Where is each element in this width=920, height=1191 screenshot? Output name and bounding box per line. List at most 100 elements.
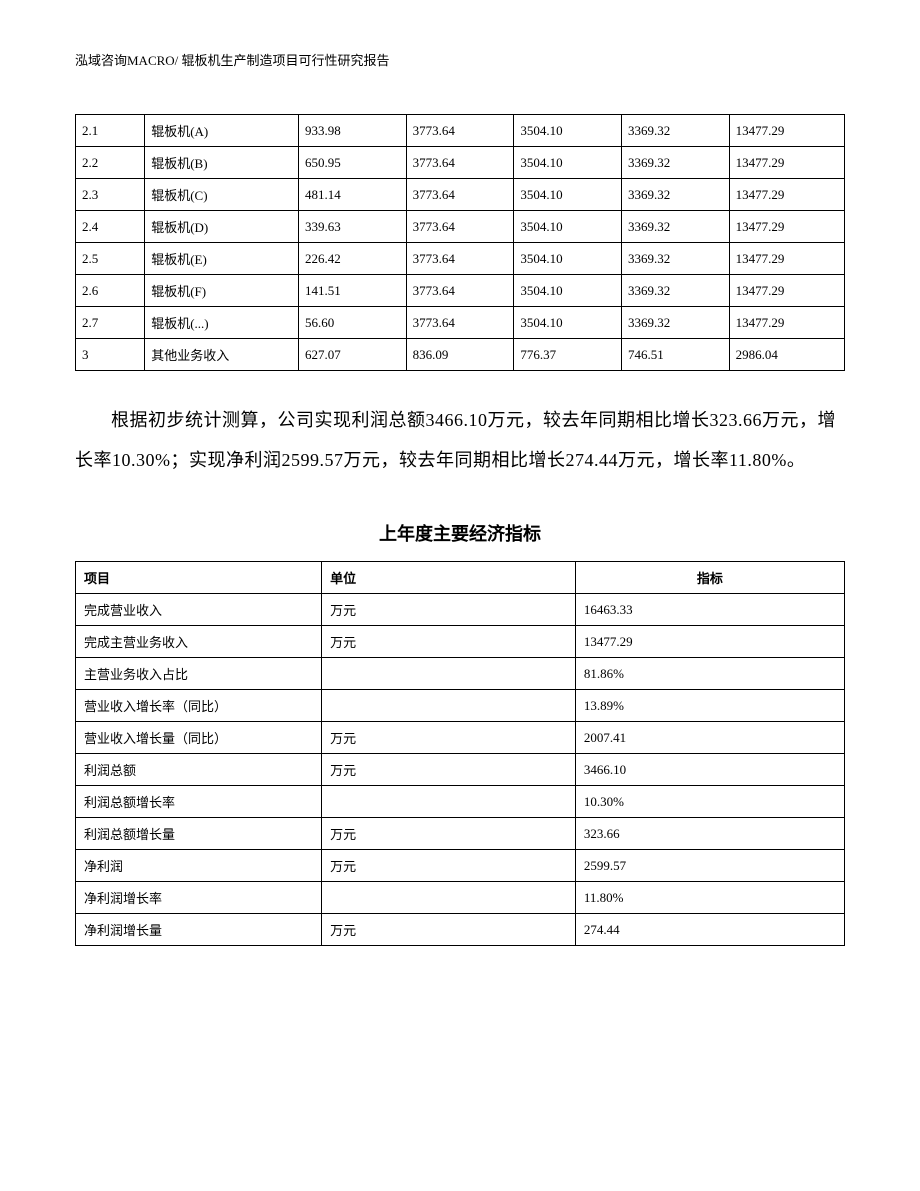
table-row: 完成主营业务收入 万元 13477.29 bbox=[76, 626, 845, 658]
table-row: 2.2 辊板机(B) 650.95 3773.64 3504.10 3369.3… bbox=[76, 147, 845, 179]
cell: 11.80% bbox=[575, 882, 844, 914]
cell: 利润总额增长量 bbox=[76, 818, 322, 850]
table-row: 完成营业收入 万元 16463.33 bbox=[76, 594, 845, 626]
cell: 万元 bbox=[322, 722, 576, 754]
cell: 10.30% bbox=[575, 786, 844, 818]
cell: 万元 bbox=[322, 818, 576, 850]
cell: 776.37 bbox=[514, 339, 622, 371]
cell: 339.63 bbox=[299, 211, 407, 243]
cell: 辊板机(D) bbox=[145, 211, 299, 243]
cell: 3466.10 bbox=[575, 754, 844, 786]
cell: 56.60 bbox=[299, 307, 407, 339]
table-row: 净利润 万元 2599.57 bbox=[76, 850, 845, 882]
cell: 3773.64 bbox=[406, 243, 514, 275]
cell: 3773.64 bbox=[406, 147, 514, 179]
cell: 3504.10 bbox=[514, 179, 622, 211]
economic-indicators-table: 项目 单位 指标 完成营业收入 万元 16463.33 完成主营业务收入 万元 … bbox=[75, 561, 845, 946]
cell: 836.09 bbox=[406, 339, 514, 371]
cell: 13477.29 bbox=[729, 179, 844, 211]
cell: 万元 bbox=[322, 914, 576, 946]
cell: 141.51 bbox=[299, 275, 407, 307]
cell: 净利润增长率 bbox=[76, 882, 322, 914]
table-row: 利润总额增长率 10.30% bbox=[76, 786, 845, 818]
cell: 81.86% bbox=[575, 658, 844, 690]
cell: 481.14 bbox=[299, 179, 407, 211]
cell: 13477.29 bbox=[729, 307, 844, 339]
cell: 3773.64 bbox=[406, 275, 514, 307]
cell: 3504.10 bbox=[514, 147, 622, 179]
cell: 2.7 bbox=[76, 307, 145, 339]
cell: 营业收入增长量（同比） bbox=[76, 722, 322, 754]
cell: 万元 bbox=[322, 626, 576, 658]
cell: 16463.33 bbox=[575, 594, 844, 626]
cell: 完成主营业务收入 bbox=[76, 626, 322, 658]
section-title: 上年度主要经济指标 bbox=[75, 520, 845, 546]
cell: 3369.32 bbox=[621, 275, 729, 307]
cell: 3773.64 bbox=[406, 115, 514, 147]
cell: 13477.29 bbox=[729, 275, 844, 307]
cell: 净利润 bbox=[76, 850, 322, 882]
cell: 2.2 bbox=[76, 147, 145, 179]
cell: 辊板机(F) bbox=[145, 275, 299, 307]
cell: 3504.10 bbox=[514, 275, 622, 307]
page-header: 泓域咨询MACRO/ 辊板机生产制造项目可行性研究报告 bbox=[75, 50, 845, 69]
cell: 3773.64 bbox=[406, 179, 514, 211]
cell: 辊板机(B) bbox=[145, 147, 299, 179]
cell: 3369.32 bbox=[621, 211, 729, 243]
cell: 13.89% bbox=[575, 690, 844, 722]
cell bbox=[322, 882, 576, 914]
cell: 2599.57 bbox=[575, 850, 844, 882]
cell bbox=[322, 658, 576, 690]
cell: 辊板机(A) bbox=[145, 115, 299, 147]
cell: 3773.64 bbox=[406, 211, 514, 243]
table-row: 2.5 辊板机(E) 226.42 3773.64 3504.10 3369.3… bbox=[76, 243, 845, 275]
cell: 利润总额 bbox=[76, 754, 322, 786]
cell: 2.1 bbox=[76, 115, 145, 147]
cell: 650.95 bbox=[299, 147, 407, 179]
table-row: 2.6 辊板机(F) 141.51 3773.64 3504.10 3369.3… bbox=[76, 275, 845, 307]
cell: 323.66 bbox=[575, 818, 844, 850]
cell: 辊板机(E) bbox=[145, 243, 299, 275]
cell: 2986.04 bbox=[729, 339, 844, 371]
cell: 746.51 bbox=[621, 339, 729, 371]
table-row: 利润总额增长量 万元 323.66 bbox=[76, 818, 845, 850]
cell: 净利润增长量 bbox=[76, 914, 322, 946]
cell: 3369.32 bbox=[621, 179, 729, 211]
cell: 2.3 bbox=[76, 179, 145, 211]
cell: 2.5 bbox=[76, 243, 145, 275]
cell: 完成营业收入 bbox=[76, 594, 322, 626]
cell: 2007.41 bbox=[575, 722, 844, 754]
table-row: 2.3 辊板机(C) 481.14 3773.64 3504.10 3369.3… bbox=[76, 179, 845, 211]
cell: 辊板机(...) bbox=[145, 307, 299, 339]
header-cell: 单位 bbox=[322, 562, 576, 594]
cell: 627.07 bbox=[299, 339, 407, 371]
cell: 3504.10 bbox=[514, 243, 622, 275]
cell: 3369.32 bbox=[621, 147, 729, 179]
table-row: 3 其他业务收入 627.07 836.09 776.37 746.51 298… bbox=[76, 339, 845, 371]
cell: 2.4 bbox=[76, 211, 145, 243]
cell: 3773.64 bbox=[406, 307, 514, 339]
header-cell: 指标 bbox=[575, 562, 844, 594]
cell: 13477.29 bbox=[729, 115, 844, 147]
table-row: 营业收入增长率（同比） 13.89% bbox=[76, 690, 845, 722]
table-row: 2.7 辊板机(...) 56.60 3773.64 3504.10 3369.… bbox=[76, 307, 845, 339]
table-row: 营业收入增长量（同比） 万元 2007.41 bbox=[76, 722, 845, 754]
cell: 13477.29 bbox=[575, 626, 844, 658]
summary-paragraph: 根据初步统计测算，公司实现利润总额3466.10万元，较去年同期相比增长323.… bbox=[75, 401, 845, 480]
cell: 3504.10 bbox=[514, 115, 622, 147]
table-row: 2.1 辊板机(A) 933.98 3773.64 3504.10 3369.3… bbox=[76, 115, 845, 147]
table-row: 净利润增长量 万元 274.44 bbox=[76, 914, 845, 946]
cell: 万元 bbox=[322, 594, 576, 626]
table-row: 净利润增长率 11.80% bbox=[76, 882, 845, 914]
cell: 辊板机(C) bbox=[145, 179, 299, 211]
table-row: 2.4 辊板机(D) 339.63 3773.64 3504.10 3369.3… bbox=[76, 211, 845, 243]
cell: 主营业务收入占比 bbox=[76, 658, 322, 690]
cell: 3 bbox=[76, 339, 145, 371]
cell: 万元 bbox=[322, 754, 576, 786]
cell: 3504.10 bbox=[514, 307, 622, 339]
cell: 3369.32 bbox=[621, 243, 729, 275]
cell: 13477.29 bbox=[729, 211, 844, 243]
cell: 3369.32 bbox=[621, 307, 729, 339]
cell: 3504.10 bbox=[514, 211, 622, 243]
cell: 274.44 bbox=[575, 914, 844, 946]
